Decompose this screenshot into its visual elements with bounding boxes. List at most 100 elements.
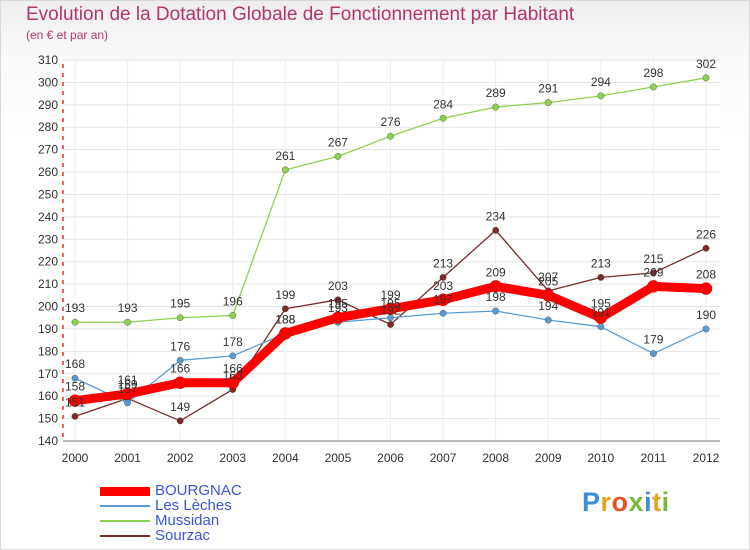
data-label: 284: [433, 97, 453, 111]
data-label: 149: [170, 400, 190, 414]
data-label: 197: [433, 292, 453, 306]
logo-letter: o: [611, 487, 629, 517]
y-tick-label: 140: [38, 434, 58, 448]
data-point: [597, 273, 605, 281]
x-tick-label: 2005: [325, 451, 352, 465]
data-label: 213: [433, 256, 453, 270]
data-label: 166: [170, 362, 190, 376]
proxiti-logo: Proxiti: [582, 487, 670, 518]
data-point: [176, 314, 184, 322]
data-label: 196: [223, 294, 243, 308]
data-label: 166: [223, 362, 243, 376]
y-tick-label: 220: [38, 255, 58, 269]
data-label: 198: [486, 290, 506, 304]
legend-label: BOURGNAC: [155, 482, 242, 499]
data-point: [121, 387, 134, 401]
data-label: 176: [170, 339, 190, 353]
data-label: 208: [696, 268, 716, 282]
logo-letter: P: [582, 487, 601, 517]
data-label: 267: [328, 135, 348, 149]
data-point: [597, 92, 605, 100]
data-point: [544, 99, 552, 106]
data-point: [702, 244, 710, 252]
y-tick-label: 210: [38, 277, 58, 291]
y-tick-label: 180: [38, 344, 58, 358]
data-label: 179: [643, 333, 663, 347]
data-label: 190: [696, 308, 716, 322]
logo-letter: r: [600, 487, 612, 517]
data-point: [281, 166, 289, 174]
y-tick-label: 240: [38, 210, 58, 224]
data-point: [279, 327, 292, 340]
data-point: [492, 103, 500, 111]
data-point: [699, 282, 713, 295]
data-point: [650, 83, 657, 91]
data-point: [387, 132, 394, 140]
data-point: [384, 302, 397, 316]
legend-item: Sourzac: [100, 528, 360, 543]
data-label: 195: [591, 297, 611, 311]
data-point: [439, 114, 447, 122]
data-point: [544, 316, 552, 324]
data-label: 234: [486, 209, 506, 223]
x-tick-label: 2007: [430, 451, 457, 465]
data-point: [334, 152, 342, 160]
data-label: 199: [380, 288, 400, 302]
data-label: 209: [486, 265, 506, 279]
x-tick-label: 2000: [62, 451, 89, 465]
logo-letter: i: [661, 487, 670, 517]
data-label: 226: [696, 227, 716, 241]
logo-letter: t: [652, 487, 662, 517]
data-label: 215: [643, 252, 663, 266]
data-point: [226, 376, 239, 389]
data-point: [124, 318, 131, 326]
data-label: 193: [65, 301, 85, 315]
data-label: 195: [328, 297, 348, 311]
legend-item: Mussidan: [100, 513, 360, 528]
data-point: [71, 374, 79, 382]
data-label: 205: [538, 274, 558, 288]
data-point: [439, 273, 447, 281]
y-tick-label: 260: [38, 165, 58, 179]
data-label: 163: [223, 368, 243, 382]
data-point: [492, 307, 500, 315]
y-tick-label: 170: [38, 367, 58, 381]
data-label: 168: [65, 357, 85, 371]
data-point: [281, 305, 289, 313]
logo-letter: i: [644, 487, 653, 517]
data-label: 191: [591, 306, 611, 320]
legend-label: Mussidan: [155, 512, 220, 529]
x-tick-label: 2004: [272, 451, 299, 465]
y-tick-label: 190: [38, 322, 58, 336]
legend-swatch: [100, 535, 150, 537]
y-tick-label: 280: [38, 120, 58, 134]
data-point: [71, 318, 79, 326]
x-tick-label: 2009: [535, 451, 562, 465]
legend-label: Sourzac: [155, 527, 211, 544]
chart-title: Evolution de la Dotation Globale de Fonc…: [26, 4, 575, 25]
data-label: 294: [591, 75, 611, 89]
data-point: [594, 311, 608, 324]
y-tick-label: 200: [38, 300, 58, 314]
data-point: [439, 309, 447, 317]
y-tick-label: 150: [38, 412, 58, 426]
data-label: 291: [538, 82, 558, 96]
data-label: 193: [328, 301, 348, 315]
data-point: [650, 269, 657, 277]
data-point: [173, 376, 187, 389]
data-label: 276: [380, 115, 400, 129]
legend-swatch: [100, 520, 150, 522]
data-point: [702, 325, 710, 333]
data-point: [489, 280, 502, 293]
data-label: 213: [591, 256, 611, 270]
x-tick-label: 2008: [482, 451, 509, 465]
data-label: 199: [275, 288, 295, 302]
data-label: 188: [275, 312, 295, 326]
chart-legend: BOURGNAC Les Lèches Mussidan Sourzac: [100, 483, 360, 543]
y-tick-label: 300: [38, 75, 58, 89]
data-point: [492, 226, 500, 234]
chart-subtitle: (en € et par an): [26, 28, 109, 42]
logo-letter: x: [628, 487, 645, 517]
y-tick-label: 160: [38, 389, 58, 403]
